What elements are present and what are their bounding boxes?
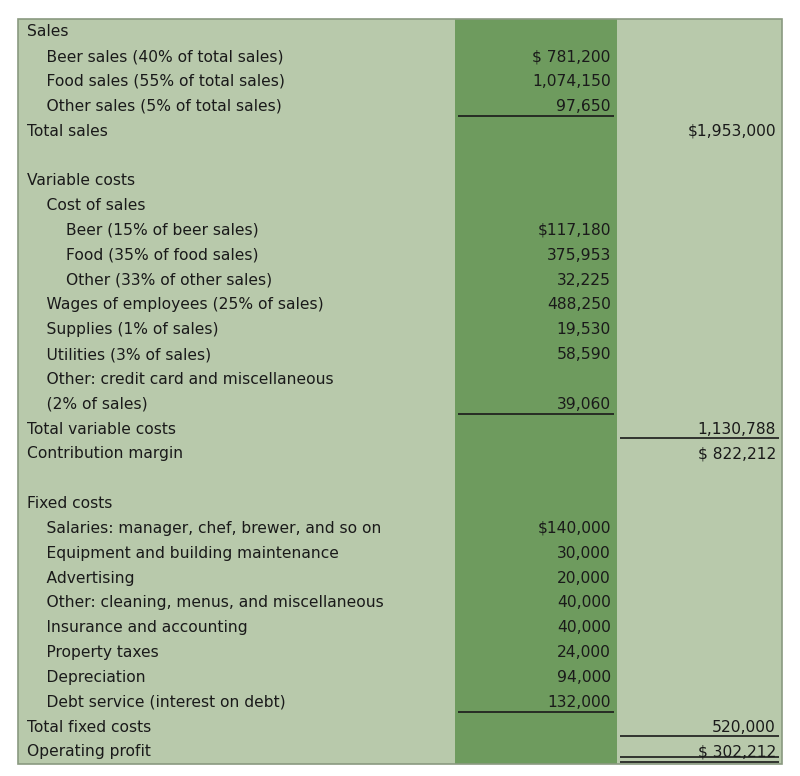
Text: Total fixed costs: Total fixed costs [27, 719, 151, 735]
Text: Other: cleaning, menus, and miscellaneous: Other: cleaning, menus, and miscellaneou… [27, 595, 384, 611]
Text: 520,000: 520,000 [712, 719, 776, 735]
Text: $ 302,212: $ 302,212 [698, 744, 776, 760]
Text: Total sales: Total sales [27, 123, 108, 139]
Bar [618, 19, 782, 764]
Bar [18, 19, 455, 764]
Text: Property taxes: Property taxes [27, 645, 159, 660]
Text: 39,060: 39,060 [557, 397, 611, 412]
Text: 19,530: 19,530 [557, 322, 611, 338]
Text: Utilities (3% of sales): Utilities (3% of sales) [27, 347, 211, 362]
Text: Insurance and accounting: Insurance and accounting [27, 620, 248, 636]
Text: Food sales (55% of total sales): Food sales (55% of total sales) [27, 74, 285, 89]
Text: 1,074,150: 1,074,150 [532, 74, 611, 89]
Text: 40,000: 40,000 [557, 620, 611, 636]
Text: 488,250: 488,250 [547, 297, 611, 313]
Text: $117,180: $117,180 [538, 223, 611, 238]
Text: $1,953,000: $1,953,000 [687, 123, 776, 139]
Text: Total variable costs: Total variable costs [27, 421, 176, 437]
Text: Beer sales (40% of total sales): Beer sales (40% of total sales) [27, 49, 284, 64]
Text: Contribution margin: Contribution margin [27, 446, 183, 462]
Text: (2% of sales): (2% of sales) [27, 397, 148, 412]
Text: $ 822,212: $ 822,212 [698, 446, 776, 462]
Text: Other: credit card and miscellaneous: Other: credit card and miscellaneous [27, 372, 334, 387]
Text: 375,953: 375,953 [546, 248, 611, 263]
Text: Operating profit: Operating profit [27, 744, 151, 760]
Text: Other sales (5% of total sales): Other sales (5% of total sales) [27, 99, 282, 114]
Text: 97,650: 97,650 [556, 99, 611, 114]
Text: Debt service (interest on debt): Debt service (interest on debt) [27, 695, 286, 710]
Text: 94,000: 94,000 [557, 670, 611, 685]
Text: Beer (15% of beer sales): Beer (15% of beer sales) [27, 223, 259, 238]
Text: 1,130,788: 1,130,788 [698, 421, 776, 437]
Text: $ 781,200: $ 781,200 [533, 49, 611, 64]
Text: 32,225: 32,225 [557, 272, 611, 288]
Text: Depreciation: Depreciation [27, 670, 146, 685]
Text: Cost of sales: Cost of sales [27, 198, 146, 213]
Text: Fixed costs: Fixed costs [27, 496, 113, 511]
Text: 30,000: 30,000 [557, 546, 611, 561]
Text: Advertising: Advertising [27, 570, 134, 586]
Text: Food (35% of food sales): Food (35% of food sales) [27, 248, 258, 263]
Text: $140,000: $140,000 [538, 521, 611, 536]
Text: Other (33% of other sales): Other (33% of other sales) [27, 272, 272, 288]
Text: 20,000: 20,000 [557, 570, 611, 586]
Text: Sales: Sales [27, 24, 69, 40]
Text: Supplies (1% of sales): Supplies (1% of sales) [27, 322, 218, 338]
Bar [455, 19, 618, 764]
Text: 132,000: 132,000 [547, 695, 611, 710]
Text: Salaries: manager, chef, brewer, and so on: Salaries: manager, chef, brewer, and so … [27, 521, 382, 536]
Text: Wages of employees (25% of sales): Wages of employees (25% of sales) [27, 297, 324, 313]
Text: 40,000: 40,000 [557, 595, 611, 611]
Text: Variable costs: Variable costs [27, 173, 135, 189]
Text: 24,000: 24,000 [557, 645, 611, 660]
Text: 58,590: 58,590 [556, 347, 611, 362]
Text: Equipment and building maintenance: Equipment and building maintenance [27, 546, 339, 561]
